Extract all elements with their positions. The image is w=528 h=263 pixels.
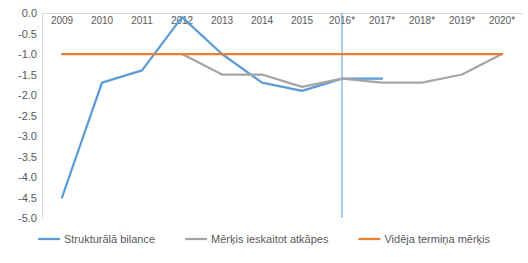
x-tick-label: 2013 bbox=[211, 15, 234, 26]
lines bbox=[62, 17, 502, 197]
series-line bbox=[62, 53, 502, 55]
x-tick: 2009 bbox=[51, 13, 74, 26]
legend-item: Strukturālā bilance bbox=[38, 233, 155, 245]
x-tick-label: 2015 bbox=[291, 15, 314, 26]
y-tick-label: -3.0 bbox=[18, 130, 37, 142]
x-tick: 2015 bbox=[291, 13, 314, 26]
y-tick-label: -4.0 bbox=[18, 171, 37, 183]
x-tick-label: 2014 bbox=[251, 15, 274, 26]
x-tick: 2013 bbox=[211, 13, 234, 26]
x-tick-label: 2019* bbox=[449, 15, 475, 26]
y-tick-label: -3.5 bbox=[18, 151, 37, 163]
legend-swatch bbox=[358, 238, 380, 240]
x-tick: 2020* bbox=[489, 13, 515, 26]
y-tick-label: 0.0 bbox=[22, 7, 37, 19]
legend-swatch bbox=[38, 238, 60, 240]
legend-label: Mērķis ieskaitot atkāpes bbox=[211, 233, 329, 245]
y-tick-label: -2.0 bbox=[18, 89, 37, 101]
y-tick: -3.5 bbox=[18, 151, 42, 163]
y-axis: 0.0 -0.5 -1.0 -1.5 -2.0 -2.5 -3.0 -3.5 -4.0 -4.5 -… bbox=[18, 7, 42, 224]
x-tick-label: 2017* bbox=[369, 15, 395, 26]
y-tick: -1.5 bbox=[18, 69, 42, 81]
y-tick: -3.0 bbox=[18, 130, 42, 142]
x-tick: 2010 bbox=[91, 13, 114, 26]
y-tick-label: -5.0 bbox=[18, 212, 37, 224]
legend-label: Strukturālā bilance bbox=[64, 233, 155, 245]
y-tick-label: -4.5 bbox=[18, 192, 37, 204]
legend: Strukturālā bilance Mērķis ieskaitot atkā… bbox=[38, 233, 491, 245]
plot: 0.0 -0.5 -1.0 -1.5 -2.0 -2.5 -3.0 -3.5 -4.0 -4.5 -… bbox=[18, 7, 522, 224]
forecast-divider bbox=[342, 13, 343, 218]
x-tick-label: 2011 bbox=[131, 15, 153, 26]
x-axis-line bbox=[43, 13, 523, 14]
y-tick-label: -2.5 bbox=[18, 110, 37, 122]
y-tick: -2.0 bbox=[18, 89, 42, 101]
y-tick: 0.0 bbox=[22, 7, 42, 19]
legend-item: Vidēja termiņa mērķis bbox=[358, 233, 490, 245]
y-tick: -5.0 bbox=[18, 212, 42, 224]
y-tick-label: -0.5 bbox=[18, 28, 37, 40]
y-tick: -0.5 bbox=[18, 28, 42, 40]
x-tick: 2018* bbox=[409, 13, 435, 26]
legend-item: Mērķis ieskaitot atkāpes bbox=[185, 233, 329, 245]
y-tick: -4.0 bbox=[18, 171, 42, 183]
y-tick: -4.5 bbox=[18, 192, 42, 204]
y-tick: -2.5 bbox=[18, 110, 42, 122]
x-tick-label: 2010 bbox=[91, 15, 114, 26]
y-tick-label: -1.0 bbox=[18, 48, 37, 60]
legend-swatch bbox=[185, 238, 207, 240]
chart: 0.0 -0.5 -1.0 -1.5 -2.0 -2.5 -3.0 -3.5 -4.0 -4.5 -… bbox=[0, 0, 528, 263]
x-tick: 2011 bbox=[131, 13, 153, 26]
series-line bbox=[182, 54, 502, 87]
legend-label: Vidēja termiņa mērķis bbox=[384, 233, 490, 245]
x-tick-label: 2018* bbox=[409, 15, 435, 26]
x-tick-label: 2009 bbox=[51, 15, 74, 26]
x-tick: 2017* bbox=[369, 13, 395, 26]
y-tick-label: -1.5 bbox=[18, 69, 37, 81]
y-tick: -1.0 bbox=[18, 48, 42, 60]
x-tick: 2019* bbox=[449, 13, 475, 26]
x-tick: 2014 bbox=[251, 13, 274, 26]
series-line bbox=[62, 17, 382, 197]
x-tick-label: 2020* bbox=[489, 15, 515, 26]
x-axis: 20092010201120122013201420152016*2017*20… bbox=[43, 13, 523, 26]
y-axis-line bbox=[42, 14, 43, 219]
